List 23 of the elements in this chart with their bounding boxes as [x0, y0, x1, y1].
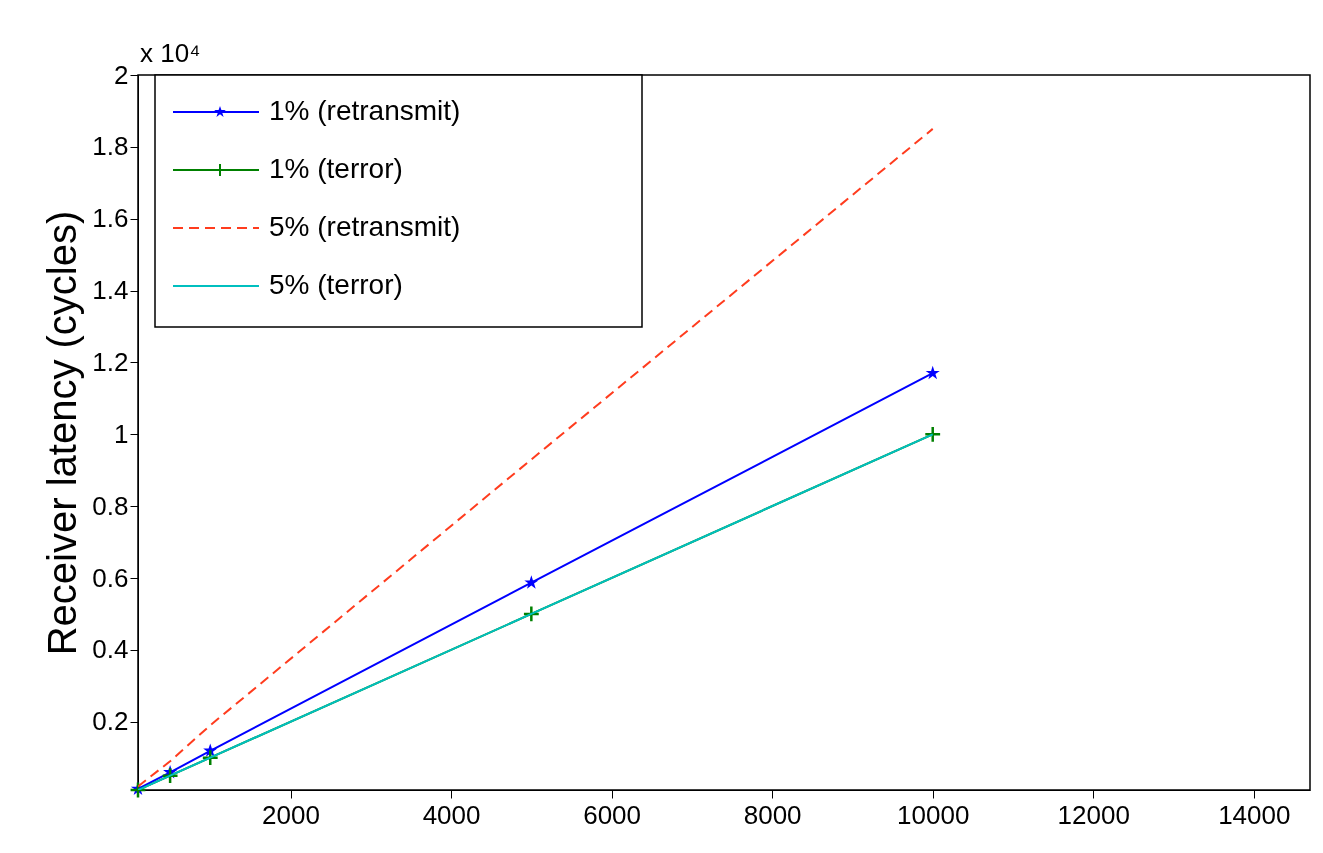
y-tick-label: 1	[114, 418, 129, 449]
y-tick-label: 0.4	[92, 634, 129, 665]
y-tick-label: 0.8	[92, 490, 129, 521]
y-tick-label: 1.2	[92, 346, 129, 377]
text: x 10⁴	[140, 38, 201, 68]
y-tick-label: 0.6	[92, 562, 129, 593]
y-tick-label: 1.4	[92, 275, 129, 306]
x-tick-label: 6000	[583, 799, 642, 830]
x-tick-label: 2000	[262, 799, 320, 830]
legend-label: 1% (terror)	[269, 153, 403, 184]
y-axis-title: Receiver latency (cycles)	[40, 210, 85, 656]
x-tick-label: 8000	[743, 799, 802, 830]
y-tick-label: 2	[114, 59, 129, 90]
y-tick-label: 1.8	[92, 131, 129, 162]
x-tick-label: 12000	[1057, 799, 1130, 830]
legend-label: 1% (retransmit)	[269, 95, 461, 126]
x-tick-label: 14000	[1218, 799, 1291, 830]
legend-label: 5% (terror)	[269, 269, 403, 300]
y-tick-label: 1.6	[92, 203, 129, 234]
y-tick-label: 0.2	[92, 706, 129, 737]
legend-label: 5% (retransmit)	[269, 211, 461, 242]
x-tick-label: 10000	[897, 799, 970, 830]
x-tick-label: 4000	[422, 799, 481, 830]
